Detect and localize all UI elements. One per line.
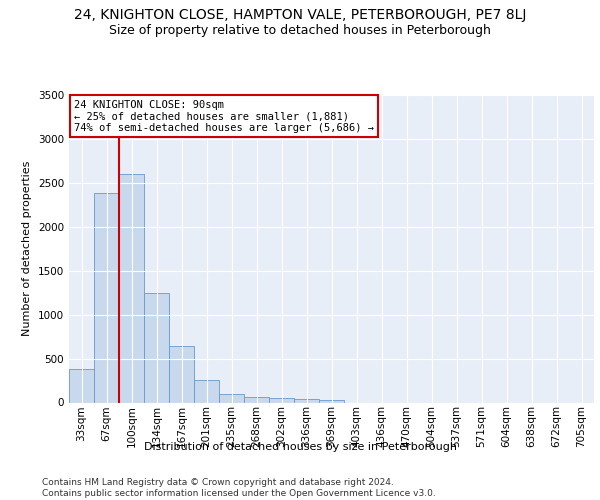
Text: 24 KNIGHTON CLOSE: 90sqm
← 25% of detached houses are smaller (1,881)
74% of sem: 24 KNIGHTON CLOSE: 90sqm ← 25% of detach… [74,100,374,133]
Bar [144,292,169,403]
Text: Size of property relative to detached houses in Peterborough: Size of property relative to detached ho… [109,24,491,37]
Bar [69,369,94,402]
Bar [244,397,269,402]
Y-axis label: Number of detached properties: Number of detached properties [22,161,32,336]
Bar [319,400,344,402]
Text: Distribution of detached houses by size in Peterborough: Distribution of detached houses by size … [143,442,457,452]
Bar [294,399,319,402]
Bar [119,174,144,402]
Bar [169,346,194,403]
Bar [94,194,119,402]
Text: Contains HM Land Registry data © Crown copyright and database right 2024.
Contai: Contains HM Land Registry data © Crown c… [42,478,436,498]
Bar [219,394,244,402]
Bar [194,380,219,402]
Bar [269,398,294,402]
Text: 24, KNIGHTON CLOSE, HAMPTON VALE, PETERBOROUGH, PE7 8LJ: 24, KNIGHTON CLOSE, HAMPTON VALE, PETERB… [74,8,526,22]
